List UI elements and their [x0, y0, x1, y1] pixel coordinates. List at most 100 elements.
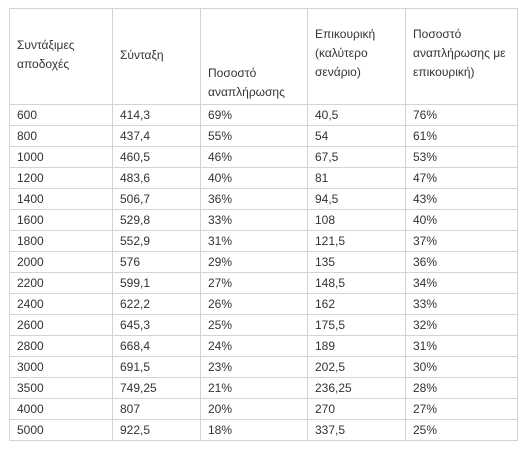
cell-replacement-rate: 18% [200, 419, 308, 441]
cell-replacement-rate: 21% [200, 377, 308, 399]
cell-pension: 922,5 [112, 419, 201, 441]
table-row: 600 414,3 69% 40,5 76% [9, 104, 518, 126]
cell-replacement-rate: 23% [200, 356, 308, 378]
cell-replacement-rate-with-supplementary: 43% [405, 188, 518, 210]
cell-replacement-rate: 29% [200, 251, 308, 273]
cell-pension: 414,3 [112, 104, 201, 126]
cell-supplementary: 202,5 [307, 356, 406, 378]
cell-supplementary: 148,5 [307, 272, 406, 294]
cell-pension: 576 [112, 251, 201, 273]
cell-pensionable-earnings: 1200 [9, 167, 113, 189]
cell-supplementary: 162 [307, 293, 406, 315]
cell-replacement-rate-with-supplementary: 30% [405, 356, 518, 378]
cell-replacement-rate: 26% [200, 293, 308, 315]
header-replacement-rate: Ποσοστό αναπλήρωσης [200, 8, 308, 105]
cell-supplementary: 40,5 [307, 104, 406, 126]
cell-replacement-rate-with-supplementary: 25% [405, 419, 518, 441]
cell-pension: 483,6 [112, 167, 201, 189]
cell-supplementary: 135 [307, 251, 406, 273]
cell-pensionable-earnings: 2000 [9, 251, 113, 273]
cell-pension: 506,7 [112, 188, 201, 210]
cell-supplementary: 270 [307, 398, 406, 420]
table-row: 3000 691,5 23% 202,5 30% [9, 356, 518, 378]
table-row: 1200 483,6 40% 81 47% [9, 167, 518, 189]
cell-replacement-rate-with-supplementary: 37% [405, 230, 518, 252]
cell-pensionable-earnings: 3000 [9, 356, 113, 378]
header-pensionable-earnings: Συντάξιμες αποδοχές [9, 8, 113, 105]
cell-pension: 645,3 [112, 314, 201, 336]
cell-replacement-rate: 46% [200, 146, 308, 168]
cell-pension: 749,25 [112, 377, 201, 399]
header-row: Συντάξιμες αποδοχές Σύνταξη Ποσοστό αναπ… [9, 8, 518, 105]
cell-pensionable-earnings: 2600 [9, 314, 113, 336]
cell-pension: 807 [112, 398, 201, 420]
table-row: 4000 807 20% 270 27% [9, 398, 518, 420]
cell-pensionable-earnings: 600 [9, 104, 113, 126]
cell-supplementary: 189 [307, 335, 406, 357]
table-row: 2800 668,4 24% 189 31% [9, 335, 518, 357]
header-pension: Σύνταξη [112, 8, 201, 105]
pension-table: Συντάξιμες αποδοχές Σύνταξη Ποσοστό αναπ… [9, 8, 518, 441]
cell-pension: 691,5 [112, 356, 201, 378]
table-row: 5000 922,5 18% 337,5 25% [9, 419, 518, 441]
cell-replacement-rate: 55% [200, 125, 308, 147]
table-row: 3500 749,25 21% 236,25 28% [9, 377, 518, 399]
cell-pension: 460,5 [112, 146, 201, 168]
cell-pension: 552,9 [112, 230, 201, 252]
table-row: 1000 460,5 46% 67,5 53% [9, 146, 518, 168]
table-row: 2200 599,1 27% 148,5 34% [9, 272, 518, 294]
table-row: 1400 506,7 36% 94,5 43% [9, 188, 518, 210]
cell-pension: 668,4 [112, 335, 201, 357]
cell-supplementary: 67,5 [307, 146, 406, 168]
cell-replacement-rate-with-supplementary: 32% [405, 314, 518, 336]
cell-supplementary: 54 [307, 125, 406, 147]
table-row: 800 437,4 55% 54 61% [9, 125, 518, 147]
cell-supplementary: 337,5 [307, 419, 406, 441]
cell-replacement-rate-with-supplementary: 53% [405, 146, 518, 168]
cell-pensionable-earnings: 2400 [9, 293, 113, 315]
cell-supplementary: 175,5 [307, 314, 406, 336]
cell-pensionable-earnings: 1600 [9, 209, 113, 231]
cell-pensionable-earnings: 5000 [9, 419, 113, 441]
table-row: 2000 576 29% 135 36% [9, 251, 518, 273]
cell-replacement-rate: 33% [200, 209, 308, 231]
cell-pension: 437,4 [112, 125, 201, 147]
cell-supplementary: 94,5 [307, 188, 406, 210]
cell-supplementary: 108 [307, 209, 406, 231]
cell-pensionable-earnings: 1000 [9, 146, 113, 168]
cell-replacement-rate: 40% [200, 167, 308, 189]
table-row: 1600 529,8 33% 108 40% [9, 209, 518, 231]
cell-pensionable-earnings: 4000 [9, 398, 113, 420]
cell-replacement-rate: 27% [200, 272, 308, 294]
cell-replacement-rate: 20% [200, 398, 308, 420]
cell-pension: 599,1 [112, 272, 201, 294]
cell-replacement-rate: 69% [200, 104, 308, 126]
table-body: 600 414,3 69% 40,5 76% 800 437,4 55% 54 61% 1000 46… [9, 104, 518, 441]
cell-replacement-rate: 31% [200, 230, 308, 252]
cell-pensionable-earnings: 2800 [9, 335, 113, 357]
cell-replacement-rate-with-supplementary: 40% [405, 209, 518, 231]
cell-pensionable-earnings: 1800 [9, 230, 113, 252]
header-replacement-rate-with-supplementary: Ποσοστό αναπλήρωσης με επικουρική) [405, 8, 518, 105]
cell-replacement-rate-with-supplementary: 27% [405, 398, 518, 420]
table-header: Συντάξιμες αποδοχές Σύνταξη Ποσοστό αναπ… [9, 8, 518, 105]
header-supplementary: Επικουρική (καλύτερο σενάριο) [307, 8, 406, 105]
cell-supplementary: 121,5 [307, 230, 406, 252]
cell-supplementary: 236,25 [307, 377, 406, 399]
cell-pensionable-earnings: 3500 [9, 377, 113, 399]
cell-replacement-rate-with-supplementary: 31% [405, 335, 518, 357]
cell-replacement-rate: 36% [200, 188, 308, 210]
cell-pensionable-earnings: 2200 [9, 272, 113, 294]
cell-supplementary: 81 [307, 167, 406, 189]
cell-pensionable-earnings: 1400 [9, 188, 113, 210]
cell-replacement-rate-with-supplementary: 28% [405, 377, 518, 399]
cell-replacement-rate: 25% [200, 314, 308, 336]
cell-pension: 529,8 [112, 209, 201, 231]
table-row: 1800 552,9 31% 121,5 37% [9, 230, 518, 252]
cell-replacement-rate-with-supplementary: 76% [405, 104, 518, 126]
cell-replacement-rate-with-supplementary: 34% [405, 272, 518, 294]
cell-replacement-rate-with-supplementary: 61% [405, 125, 518, 147]
cell-replacement-rate-with-supplementary: 33% [405, 293, 518, 315]
table-row: 2400 622,2 26% 162 33% [9, 293, 518, 315]
